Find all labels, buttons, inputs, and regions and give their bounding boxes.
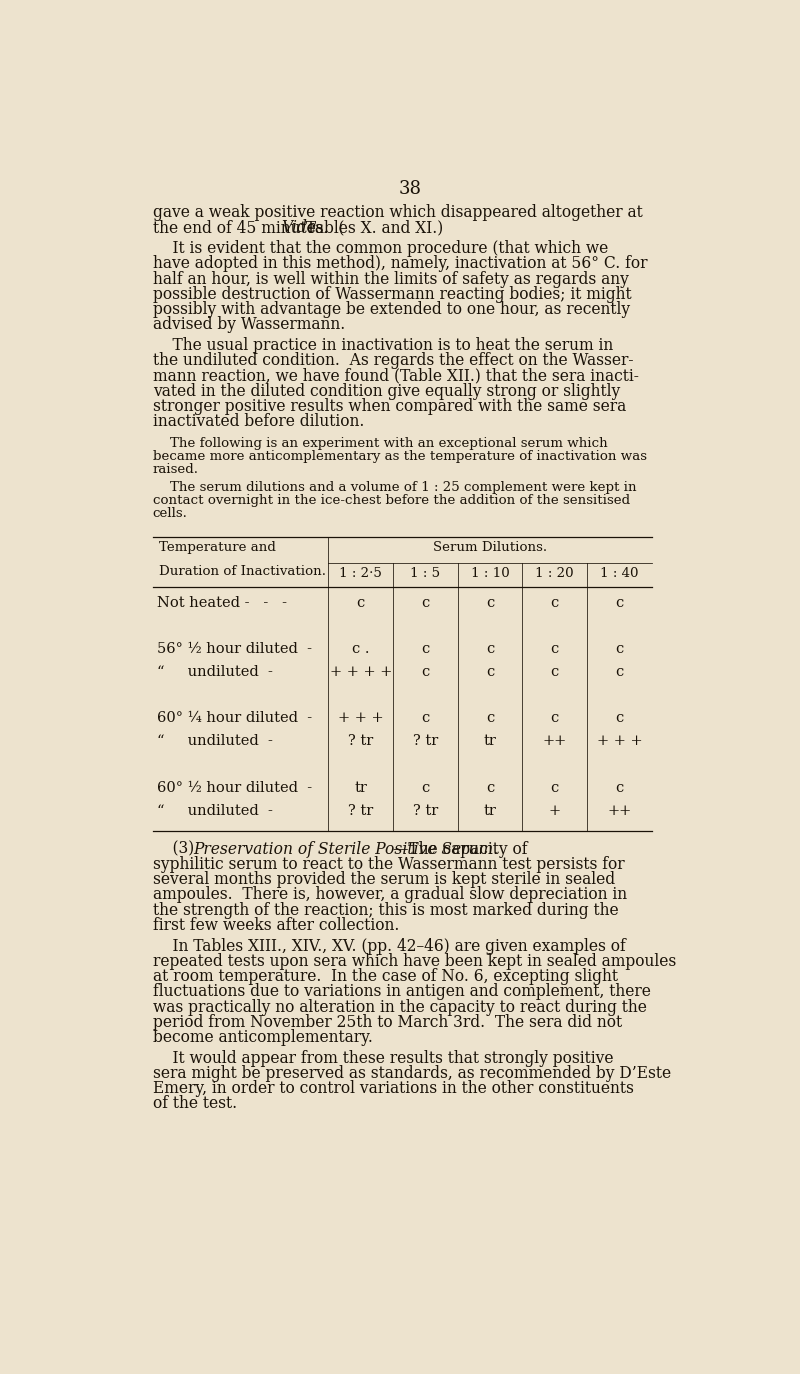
Text: (3): (3) (153, 841, 199, 857)
Text: c: c (550, 596, 559, 610)
Text: tr: tr (354, 780, 367, 794)
Text: 60° ¼ hour diluted  -: 60° ¼ hour diluted - (158, 712, 313, 725)
Text: first few weeks after collection.: first few weeks after collection. (153, 916, 399, 934)
Text: c: c (422, 712, 430, 725)
Text: 1 : 40: 1 : 40 (600, 566, 638, 580)
Text: c: c (550, 780, 559, 794)
Text: the end of 45 minutes.  (: the end of 45 minutes. ( (153, 220, 344, 236)
Text: 1 : 5: 1 : 5 (410, 566, 441, 580)
Text: tr: tr (484, 804, 497, 818)
Text: half an hour, is well within the limits of safety as regards any: half an hour, is well within the limits … (153, 271, 629, 287)
Text: became more anticomplementary as the temperature of inactivation was: became more anticomplementary as the tem… (153, 449, 646, 463)
Text: ? tr: ? tr (413, 734, 438, 749)
Text: tr: tr (484, 734, 497, 749)
Text: Emery, in order to control variations in the other constituents: Emery, in order to control variations in… (153, 1080, 634, 1096)
Text: 1 : 2·5: 1 : 2·5 (339, 566, 382, 580)
Text: ++: ++ (607, 804, 631, 818)
Text: +: + (549, 804, 561, 818)
Text: ? tr: ? tr (348, 734, 374, 749)
Text: contact overnight in the ice-chest before the addition of the sensitised: contact overnight in the ice-chest befor… (153, 493, 630, 507)
Text: mann reaction, we have found (Table XII.) that the sera inacti-: mann reaction, we have found (Table XII.… (153, 367, 638, 385)
Text: c: c (615, 712, 623, 725)
Text: at room temperature.  In the case of No. 6, excepting slight: at room temperature. In the case of No. … (153, 969, 618, 985)
Text: 60° ½ hour diluted  -: 60° ½ hour diluted - (158, 780, 313, 794)
Text: c: c (422, 596, 430, 610)
Text: sera might be preserved as standards, as recommended by D’Este: sera might be preserved as standards, as… (153, 1065, 671, 1081)
Text: c: c (615, 596, 623, 610)
Text: c: c (486, 780, 494, 794)
Text: inactivated before dilution.: inactivated before dilution. (153, 414, 364, 430)
Text: period from November 25th to March 3rd.  The sera did not: period from November 25th to March 3rd. … (153, 1014, 622, 1030)
Text: ? tr: ? tr (348, 804, 374, 818)
Text: was practically no alteration in the capacity to react during the: was practically no alteration in the cap… (153, 999, 646, 1015)
Text: c: c (615, 780, 623, 794)
Text: c: c (486, 712, 494, 725)
Text: c: c (357, 596, 365, 610)
Text: of the test.: of the test. (153, 1095, 237, 1113)
Text: The following is an experiment with an exceptional serum which: The following is an experiment with an e… (153, 437, 607, 449)
Text: + + +: + + + (597, 734, 642, 749)
Text: c: c (550, 642, 559, 655)
Text: 56° ½ hour diluted  -: 56° ½ hour diluted - (158, 642, 312, 655)
Text: Temperature and: Temperature and (159, 541, 276, 554)
Text: several months provided the serum is kept sterile in sealed: several months provided the serum is kep… (153, 871, 615, 888)
Text: Tables X. and XI.): Tables X. and XI.) (302, 220, 443, 236)
Text: become anticomplementary.: become anticomplementary. (153, 1029, 373, 1046)
Text: “     undiluted  -: “ undiluted - (158, 734, 274, 749)
Text: c: c (615, 665, 623, 679)
Text: possible destruction of Wassermann reacting bodies; it might: possible destruction of Wassermann react… (153, 286, 631, 302)
Text: 1 : 10: 1 : 10 (470, 566, 510, 580)
Text: + + +: + + + (338, 712, 383, 725)
Text: repeated tests upon sera which have been kept in sealed ampoules: repeated tests upon sera which have been… (153, 952, 676, 970)
Text: advised by Wassermann.: advised by Wassermann. (153, 316, 345, 334)
Text: 1 : 20: 1 : 20 (535, 566, 574, 580)
Text: stronger positive results when compared with the same sera: stronger positive results when compared … (153, 398, 626, 415)
Text: raised.: raised. (153, 463, 198, 475)
Text: —The capacity of: —The capacity of (394, 841, 528, 857)
Text: c: c (550, 665, 559, 679)
Text: c: c (550, 712, 559, 725)
Text: Preservation of Sterile Positive Serum.: Preservation of Sterile Positive Serum. (194, 841, 498, 857)
Text: ampoules.  There is, however, a gradual slow depreciation in: ampoules. There is, however, a gradual s… (153, 886, 627, 904)
Text: + + + +: + + + + (330, 665, 392, 679)
Text: Vide: Vide (281, 220, 316, 236)
Text: It is evident that the common procedure (that which we: It is evident that the common procedure … (153, 240, 608, 257)
Text: The usual practice in inactivation is to heat the serum in: The usual practice in inactivation is to… (153, 337, 613, 354)
Text: gave a weak positive reaction which disappeared altogether at: gave a weak positive reaction which disa… (153, 205, 642, 221)
Text: Not heated -   -   -: Not heated - - - (158, 596, 287, 610)
Text: c: c (486, 642, 494, 655)
Text: the strength of the reaction; this is most marked during the: the strength of the reaction; this is mo… (153, 901, 618, 919)
Text: c .: c . (352, 642, 370, 655)
Text: c: c (486, 665, 494, 679)
Text: Duration of Inactivation.: Duration of Inactivation. (159, 565, 326, 578)
Text: syphilitic serum to react to the Wassermann test persists for: syphilitic serum to react to the Wasserm… (153, 856, 624, 872)
Text: “     undiluted  -: “ undiluted - (158, 804, 274, 818)
Text: ++: ++ (542, 734, 567, 749)
Text: cells.: cells. (153, 507, 187, 519)
Text: c: c (615, 642, 623, 655)
Text: fluctuations due to variations in antigen and complement, there: fluctuations due to variations in antige… (153, 984, 650, 1000)
Text: In Tables XIII., XIV., XV. (pp. 42–46) are given examples of: In Tables XIII., XIV., XV. (pp. 42–46) a… (153, 937, 626, 955)
Text: possibly with advantage be extended to one hour, as recently: possibly with advantage be extended to o… (153, 301, 630, 317)
Text: “     undiluted  -: “ undiluted - (158, 665, 274, 679)
Text: c: c (422, 780, 430, 794)
Text: have adopted in this method), namely, inactivation at 56° C. for: have adopted in this method), namely, in… (153, 256, 647, 272)
Text: the undiluted condition.  As regards the effect on the Wasser-: the undiluted condition. As regards the … (153, 352, 634, 370)
Text: ? tr: ? tr (413, 804, 438, 818)
Text: vated in the diluted condition give equally strong or slightly: vated in the diluted condition give equa… (153, 382, 620, 400)
Text: c: c (422, 665, 430, 679)
Text: Serum Dilutions.: Serum Dilutions. (433, 541, 547, 554)
Text: 38: 38 (398, 180, 422, 198)
Text: c: c (422, 642, 430, 655)
Text: The serum dilutions and a volume of 1 : 25 complement were kept in: The serum dilutions and a volume of 1 : … (153, 481, 636, 493)
Text: It would appear from these results that strongly positive: It would appear from these results that … (153, 1050, 614, 1066)
Text: c: c (486, 596, 494, 610)
